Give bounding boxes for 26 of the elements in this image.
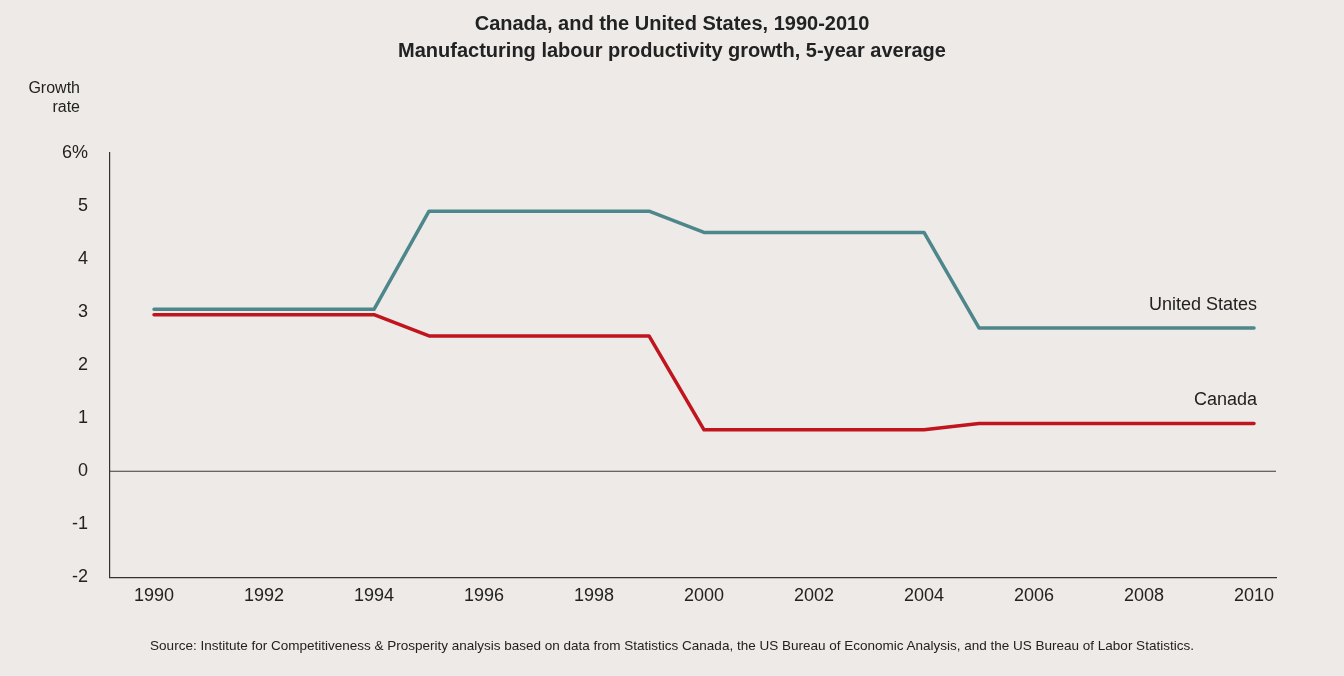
chart-subtitle: Manufacturing labour productivity growth, 5-year average <box>397 38 947 63</box>
series-label: United States <box>1148 293 1257 314</box>
x-tick-label: 1994 <box>353 585 395 606</box>
y-tick-label: 5 <box>78 194 89 215</box>
y-tick-label: 2 <box>78 354 89 375</box>
x-tick-label: 2010 <box>1233 585 1275 606</box>
series-label: Canada <box>1193 389 1258 410</box>
x-tick-label: 1996 <box>463 585 505 606</box>
x-tick-label: 2004 <box>903 585 945 606</box>
x-tick-label: 2008 <box>1123 585 1165 606</box>
y-tick-label: 1 <box>78 407 89 428</box>
x-tick-label: 1992 <box>243 585 285 606</box>
x-tick-label: 1998 <box>573 585 615 606</box>
y-tick-label: 6% <box>62 141 89 162</box>
y-tick-label: 3 <box>78 300 89 321</box>
x-tick-label: 2006 <box>1013 585 1055 606</box>
y-tick-label: 0 <box>78 460 89 481</box>
y-tick-label: 4 <box>78 247 89 268</box>
x-tick-label: 2002 <box>793 585 835 606</box>
x-tick-label: 2000 <box>683 585 725 606</box>
chart-title: Canada, and the United States, 1990-2010 <box>473 11 871 36</box>
y-tick-label: -1 <box>72 513 89 534</box>
y-tick-label: -2 <box>72 566 89 587</box>
x-tick-label: 1990 <box>133 585 175 606</box>
y-axis-title: Growth rate <box>27 78 80 116</box>
source-note: Source: Institute for Competitiveness & Prosperity analysis based on data from Statistics Canada, the US Bureau of Economic Analysis, and the US Bureau of Labor Statistics. <box>149 638 1195 653</box>
